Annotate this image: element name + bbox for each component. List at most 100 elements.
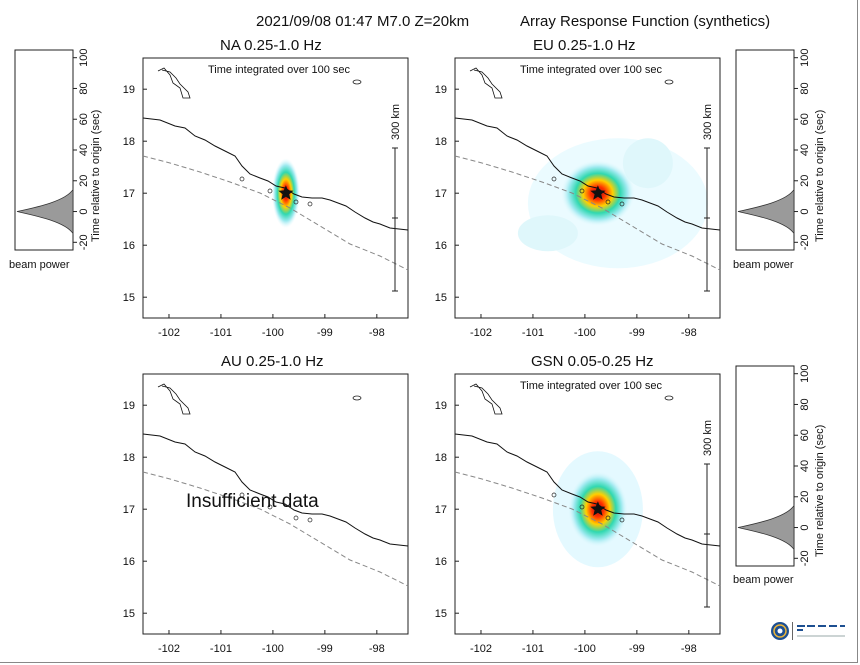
map-panel-au: 19 18 17 16 15 -102 -101 -100 -99 -98 <box>123 373 409 655</box>
lon-tick-label: -100 <box>574 643 596 655</box>
lon-tick-label: -100 <box>574 327 596 339</box>
scale-bar-label: 300 km <box>702 420 714 456</box>
event-title: 2021/09/08 01:47 M7.0 Z=20km <box>256 13 470 30</box>
beam-ylabel-na: Time relative to origin (sec) <box>90 109 102 242</box>
lat-tick-label: 18 <box>123 452 135 464</box>
sage-iris-logo <box>771 622 846 640</box>
beam-tick-label: 40 <box>799 460 811 472</box>
lon-tick-label: -99 <box>629 643 645 655</box>
coastal-feature <box>307 517 313 523</box>
lon-tick-label: -101 <box>210 643 232 655</box>
island-outline <box>157 67 191 99</box>
coastal-feature <box>267 504 273 510</box>
beam-tick-label: 100 <box>799 365 811 383</box>
small-island <box>664 395 674 401</box>
lon-tick-label: -100 <box>262 327 284 339</box>
beam-xlabel-gsn: beam power <box>733 574 794 586</box>
beam-panel-na: 100 80 60 40 20 0 -20 <box>14 49 90 251</box>
beam-panel-gsn: 100 80 60 40 20 0 -20 <box>735 365 811 567</box>
beam-tick-label: 80 <box>799 82 811 94</box>
figure-subtitle: Array Response Function (synthetics) <box>520 13 771 30</box>
beam-xlabel-na: beam power <box>9 259 70 271</box>
coastal-feature <box>239 176 245 182</box>
beam-tick-label: 60 <box>799 429 811 441</box>
lat-tick-label: 15 <box>435 292 447 304</box>
lon-tick-label: -98 <box>369 327 385 339</box>
lat-tick-label: 15 <box>123 292 135 304</box>
coastal-feature <box>605 515 611 521</box>
beam-tick-label: 20 <box>799 175 811 187</box>
lon-tick-label: -98 <box>369 643 385 655</box>
beam-ylabel-gsn: Time relative to origin (sec) <box>814 424 826 557</box>
epicenter-star <box>278 185 294 200</box>
lat-tick-label: 16 <box>123 556 135 568</box>
beam-tick-label: 20 <box>799 491 811 503</box>
response-sidelobe <box>622 138 673 189</box>
beam-tick-label: 0 <box>799 208 811 214</box>
island-outline <box>157 383 191 415</box>
beam-xlabel-eu: beam power <box>733 259 794 271</box>
lon-tick-label: -101 <box>210 327 232 339</box>
epicenter-star <box>590 501 606 516</box>
lat-tick-label: 16 <box>435 240 447 252</box>
response-sidelobe <box>517 215 578 252</box>
lon-tick-label: -99 <box>629 327 645 339</box>
coastal-feature <box>239 492 245 498</box>
lat-tick-label: 15 <box>435 608 447 620</box>
island-outline <box>469 383 503 415</box>
coastal-feature <box>293 515 299 521</box>
lat-tick-label: 19 <box>435 400 447 412</box>
coastal-feature <box>551 492 557 498</box>
small-island <box>352 79 362 85</box>
beam-tick-label: -20 <box>78 234 90 250</box>
lon-tick-label: -102 <box>158 643 180 655</box>
lat-tick-label: 17 <box>123 188 135 200</box>
beam-tick-label: 100 <box>78 49 90 67</box>
lat-tick-label: 15 <box>123 608 135 620</box>
coastal-feature <box>619 201 625 207</box>
beam-panel-eu: 100 80 60 40 20 0 -20 <box>735 49 811 251</box>
integration-note: Time integrated over 100 sec <box>208 64 351 76</box>
map-panel-eu: Time integrated over 100 sec 300 km 19 18 17… <box>435 57 721 339</box>
insufficient-data-message: Insufficient data <box>186 491 319 512</box>
lat-tick-label: 19 <box>123 400 135 412</box>
beam-tick-label: 80 <box>799 398 811 410</box>
scale-bar-label: 300 km <box>702 104 714 140</box>
beam-tick-label: 0 <box>799 524 811 530</box>
coastal-feature <box>579 188 585 194</box>
small-island <box>664 79 674 85</box>
lat-tick-label: 18 <box>435 136 447 148</box>
panel-title-gsn: GSN 0.05-0.25 Hz <box>531 353 654 370</box>
beam-tick-label: 0 <box>78 208 90 214</box>
lat-tick-label: 16 <box>435 556 447 568</box>
coastline <box>454 117 721 231</box>
panel-title-na: NA 0.25-1.0 Hz <box>220 37 322 54</box>
coastline <box>142 117 409 231</box>
integration-note: Time integrated over 100 sec <box>520 380 663 392</box>
beam-tick-label: 40 <box>78 144 90 156</box>
beam-tick-label: 60 <box>799 113 811 125</box>
lat-tick-label: 18 <box>435 452 447 464</box>
lon-tick-label: -102 <box>470 327 492 339</box>
coastal-feature <box>293 199 299 205</box>
beam-tick-label: -20 <box>799 234 811 250</box>
lon-tick-label: -98 <box>681 327 697 339</box>
lon-tick-label: -98 <box>681 643 697 655</box>
beam-power-curve <box>737 188 795 235</box>
lon-tick-label: -99 <box>317 643 333 655</box>
lat-tick-label: 18 <box>123 136 135 148</box>
beam-tick-label: 40 <box>799 144 811 156</box>
lat-tick-label: 17 <box>435 504 447 516</box>
lon-tick-label: -101 <box>522 643 544 655</box>
coastal-feature <box>551 176 557 182</box>
map-frame <box>142 373 409 635</box>
beam-ylabel-eu: Time relative to origin (sec) <box>814 109 826 242</box>
integration-note: Time integrated over 100 sec <box>520 64 663 76</box>
lon-tick-label: -100 <box>262 643 284 655</box>
lon-tick-label: -99 <box>317 327 333 339</box>
lat-tick-label: 19 <box>435 84 447 96</box>
coastal-feature <box>605 199 611 205</box>
lat-tick-label: 19 <box>123 84 135 96</box>
beam-tick-label: 60 <box>78 113 90 125</box>
coastal-feature <box>307 201 313 207</box>
